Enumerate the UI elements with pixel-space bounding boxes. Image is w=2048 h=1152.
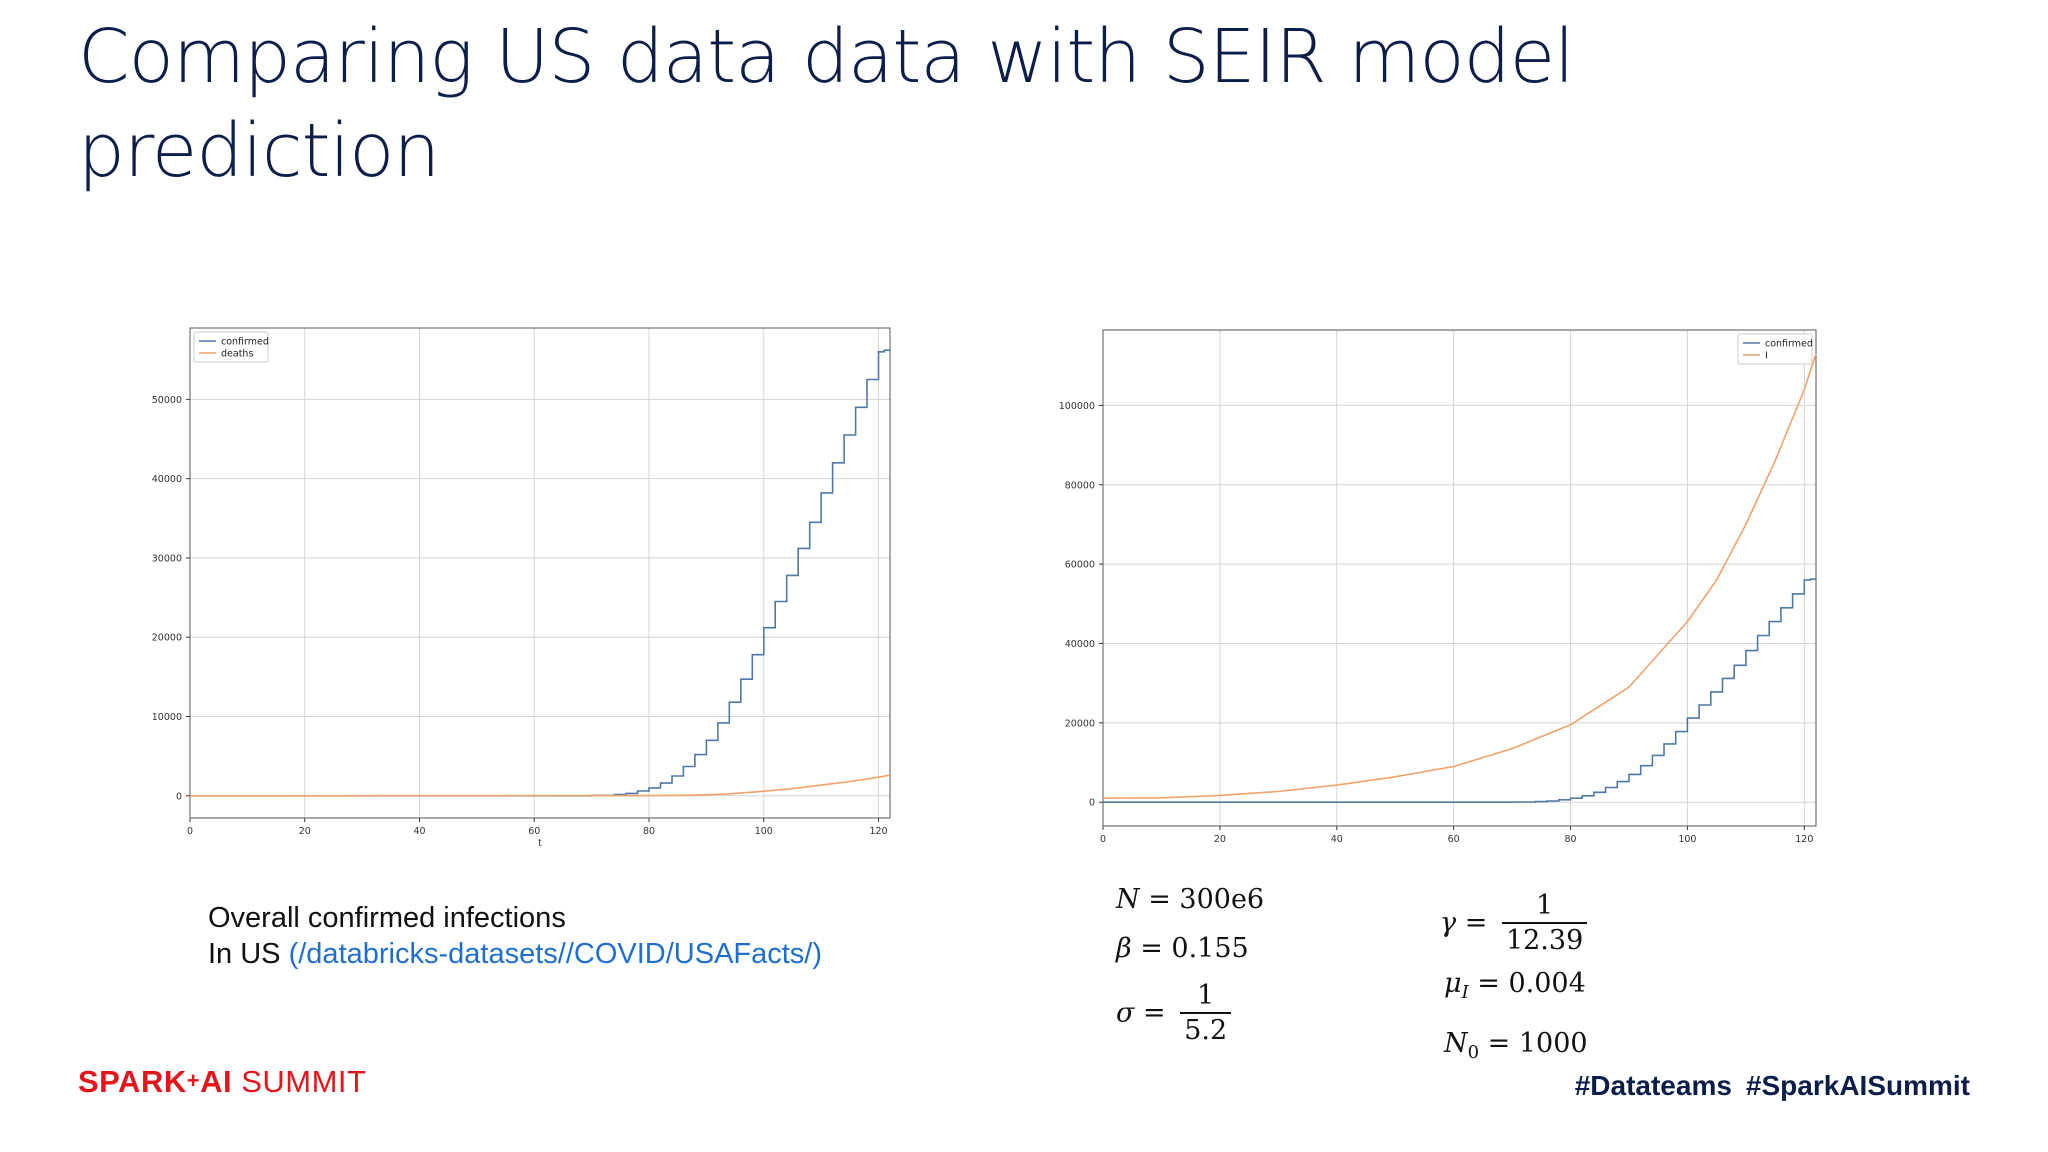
hashtag-datateams: #Datateams <box>1574 1070 1732 1101</box>
series-line-confirmed <box>190 349 891 797</box>
x-tick-label: 40 <box>413 826 425 837</box>
x-tick-label: 120 <box>869 826 887 837</box>
x-tick-label: 100 <box>755 826 773 837</box>
legend-box <box>1737 333 1813 365</box>
equation-n0-subscript: 0 <box>1467 1042 1480 1064</box>
equation-gamma-equals: = <box>1456 907 1488 939</box>
us-data-chart: 0 20 40 60 80 100 120 0 10000 20000 30000 40000 5000… <box>152 327 891 849</box>
caption-line-1: Overall confirmed infections <box>208 902 566 934</box>
legend-box <box>193 331 269 363</box>
x-tick-label: 80 <box>1564 834 1576 845</box>
logo-spark: SPARK <box>78 1064 187 1099</box>
equation-gamma-denominator: 12.39 <box>1501 922 1588 958</box>
equation-beta: β = 0.155 <box>1116 933 1249 964</box>
series-line-deaths <box>189 774 891 797</box>
equation-sigma-equals: = <box>1134 997 1166 1029</box>
equation-mu: μI = 0.004 <box>1444 968 1586 1004</box>
equation-n0: N0 = 1000 <box>1444 1028 1588 1064</box>
equation-sigma-fraction: 1 5.2 <box>1180 980 1232 1048</box>
y-tick-label: 60000 <box>1065 560 1095 571</box>
y-tick-label: 20000 <box>152 633 182 644</box>
y-tick-label: 50000 <box>152 395 182 406</box>
equation-beta-symbol: β <box>1116 933 1132 964</box>
equation-beta-value: = 0.155 <box>1131 933 1249 964</box>
plot-frame <box>1102 329 1817 827</box>
x-tick-label: 60 <box>1448 834 1460 845</box>
equation-sigma-denominator: 5.2 <box>1180 1012 1232 1048</box>
slide-title-line-1: Comparing US data data with SEIR model <box>78 14 1575 100</box>
x-tick-label: 0 <box>187 826 193 837</box>
dataset-path-link[interactable]: (/databricks-datasets//COVID/USAFacts/) <box>288 938 823 970</box>
y-tick-label: 10000 <box>152 712 182 723</box>
equation-sigma-numerator: 1 <box>1197 980 1215 1011</box>
y-tick-label: 80000 <box>1065 480 1095 491</box>
spark-ai-summit-logo: SPARK+AI SUMMIT <box>78 1064 366 1100</box>
equation-n-symbol: N <box>1116 884 1140 915</box>
legend-label-confirmed: confirmed <box>1765 339 1813 350</box>
equation-mu-subscript: I <box>1461 982 1469 1004</box>
equation-n0-value: = 1000 <box>1479 1028 1588 1059</box>
equation-gamma-fraction: 1 12.39 <box>1501 890 1588 958</box>
equation-sigma-symbol: σ <box>1116 997 1135 1029</box>
x-tick-label: 100 <box>1678 834 1696 845</box>
y-tick-label: 40000 <box>1065 639 1095 650</box>
legend-label-deaths: deaths <box>221 349 253 360</box>
y-tick-label: 40000 <box>152 474 182 485</box>
x-axis-label: t <box>538 838 542 849</box>
equation-n0-symbol: N <box>1444 1028 1468 1059</box>
logo-plus: + <box>186 1068 201 1093</box>
seir-model-chart: 0 20 40 60 80 100 120 0 20000 40000 60000 80000 1000… <box>1059 329 1817 845</box>
equation-n: N = 300e6 <box>1116 884 1264 915</box>
equation-mu-symbol: μ <box>1444 968 1462 999</box>
logo-ai: AI <box>200 1064 233 1099</box>
logo-summit: SUMMIT <box>241 1064 367 1099</box>
equation-n-value: = 300e6 <box>1139 884 1265 915</box>
legend-label-confirmed: confirmed <box>221 337 269 348</box>
x-tick-label: 20 <box>299 826 311 837</box>
y-tick-label: 0 <box>176 791 182 802</box>
equation-gamma-symbol: γ <box>1440 907 1457 939</box>
hashtags: #Datateams #SparkAISummit <box>1561 1070 1970 1102</box>
y-tick-label: 0 <box>1089 798 1095 809</box>
caption-line-2: In US (/databricks-datasets//COVID/USAFa… <box>208 936 822 972</box>
x-tick-label: 80 <box>643 826 655 837</box>
x-tick-label: 40 <box>1331 834 1343 845</box>
equation-gamma: γ = 1 12.39 <box>1440 890 1588 958</box>
slide-title: Comparing US data data with SEIR model p… <box>78 10 1778 198</box>
x-tick-label: 20 <box>1214 834 1226 845</box>
series-line-confirmed <box>1103 578 1817 803</box>
legend-label-i: I <box>1765 351 1768 362</box>
equation-mu-value: = 0.004 <box>1468 968 1586 999</box>
equation-sigma: σ = 1 5.2 <box>1116 980 1232 1048</box>
y-tick-label: 100000 <box>1059 401 1095 412</box>
series-line-i <box>1102 353 1817 799</box>
x-tick-label: 60 <box>528 826 540 837</box>
plot-frame <box>189 327 891 819</box>
hashtag-sparkaisummit: #SparkAISummit <box>1745 1070 1970 1101</box>
caption-prefix: In US <box>208 938 289 970</box>
slide-title-line-2: prediction <box>78 108 440 194</box>
y-tick-label: 20000 <box>1065 718 1095 729</box>
equation-gamma-numerator: 1 <box>1536 890 1554 921</box>
x-tick-label: 120 <box>1795 834 1813 845</box>
x-tick-label: 0 <box>1100 834 1106 845</box>
y-tick-label: 30000 <box>152 553 182 564</box>
chart-caption: Overall confirmed infections In US (/dat… <box>208 900 822 972</box>
